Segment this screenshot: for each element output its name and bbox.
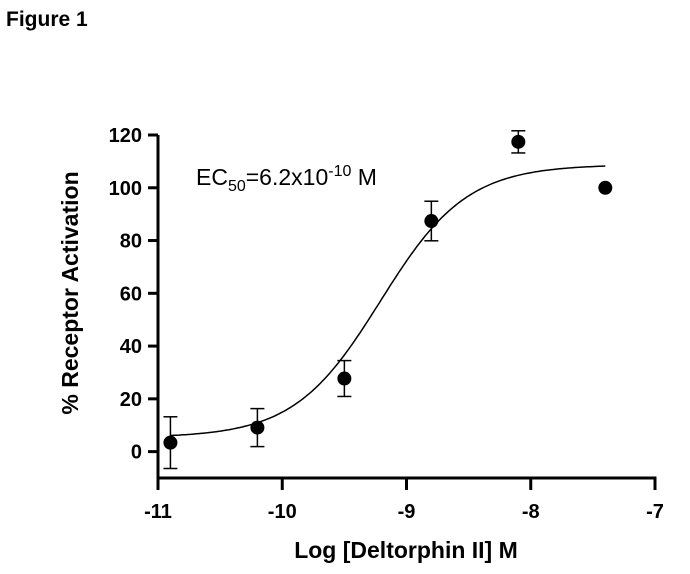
- y-tick-label: 0: [131, 442, 142, 464]
- x-tick-label: -7: [646, 501, 664, 523]
- y-axis-label: % Receptor Activation: [57, 171, 83, 414]
- y-tick-label: 20: [120, 389, 142, 411]
- y-tick-label: 80: [120, 231, 142, 253]
- data-point: [337, 371, 352, 386]
- data-point: [163, 435, 178, 450]
- data-point: [424, 214, 439, 229]
- axes: [148, 133, 657, 490]
- data-point: [598, 180, 613, 195]
- ec50-annotation: EC50=6.2x10-10 M: [196, 163, 377, 195]
- tick-labels: 0 20 40 60 80 100 120 -11 -10 -9 -8 -7: [109, 125, 664, 523]
- x-tick-label: -8: [522, 501, 540, 523]
- y-tick-label: 40: [120, 336, 142, 358]
- x-tick-label: -10: [268, 501, 297, 523]
- figure-title: Figure 1: [6, 8, 88, 31]
- y-tick-label: 60: [120, 283, 142, 305]
- y-tick-label: 120: [109, 125, 142, 147]
- data-points: [163, 130, 613, 470]
- data-point: [250, 420, 265, 435]
- fit-curve: [170, 165, 606, 437]
- x-tick-label: -9: [398, 501, 416, 523]
- data-point: [511, 134, 526, 149]
- x-axis-label: Log [Deltorphin II] M: [294, 537, 518, 563]
- y-tick-label: 100: [109, 178, 142, 200]
- x-tick-label: -11: [144, 501, 172, 523]
